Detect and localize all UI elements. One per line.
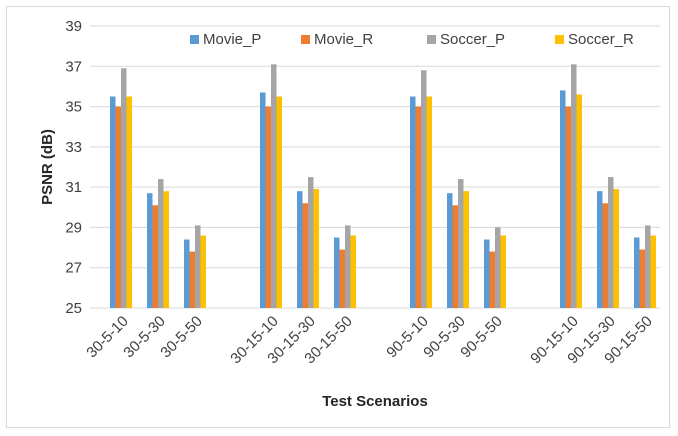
y-tick-label: 25 (65, 300, 82, 317)
legend-label: Movie_R (314, 31, 373, 48)
bar-soccer-p (458, 179, 464, 308)
x-tick-label: 90-5-50 (457, 313, 506, 362)
bar-movie-r (302, 203, 308, 308)
bar-movie-p (260, 92, 266, 308)
bar-movie-p (447, 193, 453, 308)
legend-label: Soccer_P (440, 31, 505, 48)
bar-soccer-r (163, 191, 169, 308)
y-tick-label: 27 (65, 260, 82, 277)
bar-movie-r (602, 203, 608, 308)
bar-movie-p (297, 191, 303, 308)
y-axis-title: PSNR (dB) (39, 129, 56, 205)
y-tick-label: 35 (65, 99, 82, 116)
legend-label: Soccer_R (568, 31, 634, 48)
legend: Movie_P Movie_R Soccer_P Soccer_R (190, 31, 634, 48)
y-tick-label: 37 (65, 58, 82, 75)
bar-movie-r (339, 249, 345, 308)
bar-movie-r (152, 205, 158, 308)
bars (110, 64, 656, 309)
bar-movie-r (189, 251, 195, 308)
bar-soccer-p (421, 70, 427, 308)
bar-movie-p (110, 96, 116, 308)
bar-soccer-p (158, 179, 164, 308)
bar-soccer-p (495, 227, 501, 308)
legend-swatch-movie-p (190, 35, 199, 44)
bar-movie-p (147, 193, 153, 308)
bar-soccer-p (121, 68, 127, 308)
y-tick-label: 31 (65, 179, 82, 196)
bar-soccer-p (645, 225, 651, 308)
bar-soccer-r (650, 235, 656, 308)
bar-movie-p (634, 237, 640, 308)
legend-swatch-soccer-p (427, 35, 436, 44)
bar-movie-p (484, 239, 490, 308)
bar-soccer-p (195, 225, 201, 308)
bar-movie-p (410, 96, 416, 308)
bar-movie-r (489, 251, 495, 308)
bar-soccer-r (463, 191, 469, 308)
bar-soccer-p (308, 177, 314, 308)
bar-movie-r (415, 106, 421, 308)
bar-soccer-r (126, 96, 132, 308)
bar-soccer-r (613, 189, 619, 308)
bar-movie-r (265, 106, 271, 308)
bar-soccer-r (276, 96, 282, 308)
bar-soccer-p (271, 64, 277, 309)
bar-movie-p (597, 191, 603, 308)
bar-soccer-r (313, 189, 319, 308)
bar-soccer-r (350, 235, 356, 308)
bar-movie-p (334, 237, 340, 308)
bar-movie-r (115, 106, 121, 308)
bar-movie-p (560, 90, 566, 308)
bar-movie-r (639, 249, 645, 308)
x-axis-title: Test Scenarios (322, 393, 428, 410)
bar-soccer-r (500, 235, 506, 308)
bar-soccer-r (200, 235, 206, 308)
bar-movie-p (184, 239, 190, 308)
bar-soccer-p (345, 225, 351, 308)
legend-swatch-movie-r (301, 35, 310, 44)
bar-soccer-p (571, 64, 577, 309)
bar-movie-r (452, 205, 458, 308)
bar-movie-r (565, 106, 571, 308)
y-tick-label: 33 (65, 139, 82, 156)
bar-soccer-p (608, 177, 614, 308)
legend-swatch-soccer-r (555, 35, 564, 44)
x-tick-label: 30-5-50 (157, 313, 206, 362)
bar-soccer-r (426, 96, 432, 308)
y-tick-labels: 25 27 29 31 33 35 37 39 (65, 18, 82, 317)
legend-label: Movie_P (203, 31, 261, 48)
y-tick-label: 39 (65, 18, 82, 35)
bar-soccer-r (576, 94, 582, 308)
y-tick-label: 29 (65, 219, 82, 236)
